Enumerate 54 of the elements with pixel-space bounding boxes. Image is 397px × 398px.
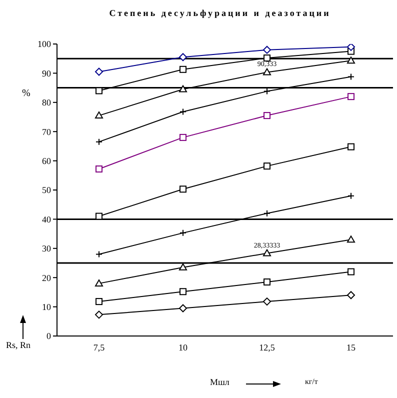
point — [180, 229, 186, 236]
point — [263, 249, 271, 256]
y-tick-label: 50 — [42, 185, 52, 196]
x-tick-label: 7,5 — [93, 342, 106, 352]
point — [347, 56, 355, 64]
point — [180, 134, 186, 141]
point — [95, 68, 103, 76]
point — [264, 210, 270, 217]
point — [179, 263, 187, 270]
point — [96, 165, 102, 172]
point — [264, 88, 270, 95]
point — [179, 85, 187, 92]
x-tick-label: 15 — [346, 342, 356, 352]
point — [347, 44, 355, 51]
point — [96, 87, 102, 94]
point — [95, 112, 103, 119]
point — [95, 310, 103, 319]
point — [348, 143, 354, 150]
point — [347, 291, 355, 300]
point — [96, 298, 102, 306]
point — [263, 68, 271, 76]
point — [264, 162, 270, 170]
point — [95, 279, 103, 286]
y-tick-label: 0 — [46, 331, 52, 342]
point — [179, 304, 187, 312]
y-tick-label: 60 — [42, 156, 52, 166]
y-tick-label: 70 — [42, 126, 52, 137]
point — [264, 112, 270, 120]
point — [263, 46, 271, 54]
text: Rs, Rn — [6, 340, 31, 350]
y-tick-label: 30 — [42, 244, 52, 254]
point — [348, 93, 354, 100]
point — [347, 236, 355, 243]
y-axis-title: % — [22, 88, 30, 99]
y-tick-label: 100 — [38, 39, 52, 50]
chart-title: Степень десульфурации и деазотации — [108, 8, 332, 18]
x-axis-title: Мшл — [210, 377, 230, 387]
point — [180, 108, 186, 116]
point — [180, 186, 186, 193]
y-tick-label: 40 — [42, 214, 52, 224]
point — [179, 53, 187, 62]
point — [180, 66, 186, 73]
y-tick-label: 10 — [42, 302, 52, 312]
point — [263, 298, 271, 306]
point — [348, 268, 354, 276]
x-tick-label: 10 — [178, 342, 188, 352]
point — [264, 278, 270, 286]
text: кг/т — [305, 377, 318, 386]
point — [96, 212, 102, 220]
y-tick-label: 80 — [42, 98, 52, 108]
point — [180, 288, 186, 296]
y-tick-label: 90 — [42, 68, 52, 78]
x-tick-label: 12,5 — [259, 342, 276, 352]
y-tick-label: 20 — [42, 272, 52, 283]
